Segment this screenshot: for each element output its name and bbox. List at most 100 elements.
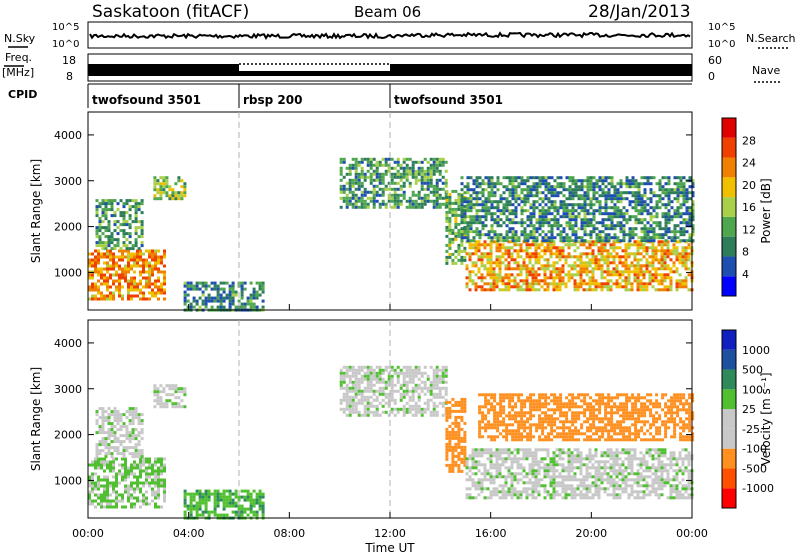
heatmap-cell — [124, 255, 127, 259]
heatmap-cell — [549, 246, 553, 250]
heatmap-cell — [97, 291, 100, 295]
heatmap-cell — [110, 208, 114, 212]
heatmap-cell — [91, 294, 94, 298]
heatmap-cell — [465, 285, 469, 289]
heatmap-cell — [552, 276, 556, 280]
heatmap-cell — [588, 466, 592, 470]
heatmap-cell — [606, 267, 610, 271]
heatmap-cell — [549, 249, 553, 253]
heatmap-cell — [139, 475, 142, 479]
heatmap-cell — [417, 398, 421, 402]
heatmap-cell — [97, 261, 100, 265]
heatmap-cell — [549, 276, 553, 280]
heatmap-cell — [351, 386, 355, 390]
heatmap-cell — [339, 196, 343, 200]
heatmap-cell — [588, 487, 592, 491]
heatmap-cell — [156, 179, 160, 183]
heatmap-cell — [640, 206, 644, 210]
heatmap-cell — [684, 279, 688, 283]
heatmap-cell — [411, 202, 415, 206]
heatmap-cell — [165, 179, 169, 183]
heatmap-cell — [508, 188, 512, 192]
heatmap-cell — [189, 495, 193, 499]
heatmap-cell — [441, 377, 445, 381]
heatmap-cell — [483, 243, 487, 247]
heatmap-cell — [525, 264, 529, 268]
heatmap-cell — [423, 175, 427, 179]
heatmap-cell — [94, 285, 97, 289]
heatmap-cell — [534, 282, 538, 286]
heatmap-cell — [393, 407, 397, 411]
heatmap-cell — [552, 264, 556, 268]
heatmap-cell — [411, 392, 415, 396]
heatmap-cell — [555, 448, 559, 452]
heatmap-cell — [234, 290, 238, 294]
heatmap-cell — [538, 224, 542, 228]
heatmap-cell — [670, 215, 674, 219]
heatmap-cell — [156, 393, 160, 397]
heatmap-cell — [390, 410, 394, 414]
heatmap-cell — [522, 264, 526, 268]
heatmap-cell — [499, 236, 503, 240]
heatmap-cell — [475, 176, 479, 180]
heatmap-cell — [369, 410, 373, 414]
heatmap-cell — [198, 498, 202, 502]
heatmap-cell — [676, 230, 680, 234]
heatmap-cell — [435, 169, 439, 173]
heatmap-cell — [589, 176, 593, 180]
heatmap-cell — [676, 182, 680, 186]
heatmap-cell — [142, 267, 145, 271]
heatmap-cell — [531, 273, 535, 277]
heatmap-cell — [495, 273, 499, 277]
heatmap-cell — [658, 200, 662, 204]
heatmap-cell — [480, 264, 484, 268]
heatmap-cell — [457, 243, 461, 247]
heatmap-cell — [151, 499, 154, 503]
heatmap-cell — [520, 230, 524, 234]
heatmap-cell — [523, 188, 527, 192]
heatmap-cell — [474, 454, 478, 458]
heatmap-cell — [429, 199, 433, 203]
heatmap-cell — [666, 276, 670, 280]
heatmap-cell — [354, 401, 358, 405]
heatmap-cell — [369, 163, 373, 167]
heatmap-cell — [493, 236, 497, 240]
heatmap-cell — [445, 430, 449, 434]
heatmap-cell — [489, 472, 493, 476]
heatmap-cell — [663, 273, 667, 277]
heatmap-cell — [157, 291, 160, 295]
heatmap-cell — [477, 460, 481, 464]
heatmap-cell — [432, 386, 436, 390]
heatmap-cell — [103, 261, 106, 265]
heatmap-cell — [460, 206, 464, 210]
heatmap-cell — [154, 258, 157, 262]
heatmap-cell — [543, 466, 547, 470]
heatmap-cell — [637, 209, 641, 213]
heatmap-cell — [384, 392, 388, 396]
heatmap-cell — [486, 472, 490, 476]
heatmap-cell — [486, 451, 490, 455]
heatmap-cell — [110, 422, 114, 426]
heatmap-cell — [565, 188, 569, 192]
heatmap-cell — [484, 212, 488, 216]
heatmap-cell — [474, 451, 478, 455]
heatmap-cell — [529, 221, 533, 225]
heatmap-cell — [598, 185, 602, 189]
heatmap-cell — [195, 513, 199, 517]
heatmap-cell — [348, 407, 352, 411]
heatmap-cell — [136, 481, 139, 485]
heatmap-cell — [667, 215, 671, 219]
heatmap-cell — [156, 197, 160, 201]
heatmap-cell — [128, 437, 132, 441]
heatmap-cell — [432, 157, 436, 161]
heatmap-cell — [666, 264, 670, 268]
heatmap-cell — [405, 374, 409, 378]
heatmap-cell — [537, 258, 541, 262]
heatmap-cell — [480, 261, 484, 265]
heatmap-cell — [463, 258, 467, 262]
heatmap-cell — [652, 206, 656, 210]
heatmap-cell — [589, 185, 593, 189]
heatmap-cell — [513, 276, 517, 280]
heatmap-cell — [157, 484, 160, 488]
heatmap-cell — [125, 238, 129, 242]
